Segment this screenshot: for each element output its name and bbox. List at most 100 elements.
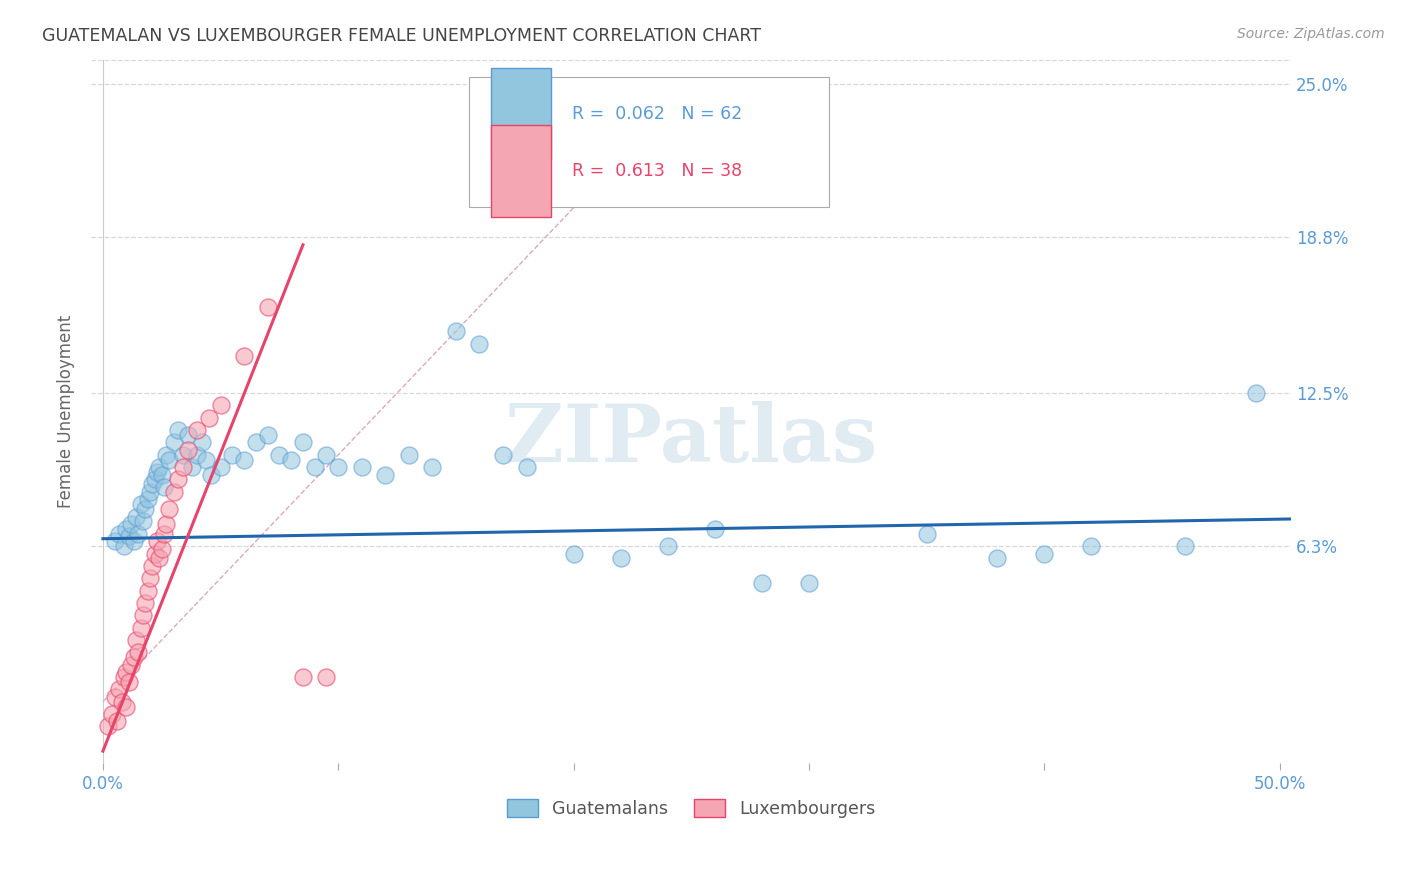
Point <box>143 547 166 561</box>
Point <box>256 300 278 314</box>
Point <box>115 699 138 714</box>
Point <box>139 484 162 499</box>
Point <box>609 551 631 566</box>
Point <box>132 515 155 529</box>
Point <box>186 423 208 437</box>
Point <box>172 460 194 475</box>
Point <box>198 410 221 425</box>
Point <box>141 558 163 573</box>
Point <box>127 526 149 541</box>
Point <box>176 442 198 457</box>
Point <box>157 502 180 516</box>
Point <box>136 583 159 598</box>
Text: R =  0.062   N = 62: R = 0.062 N = 62 <box>572 104 742 123</box>
Point <box>657 539 679 553</box>
Point <box>108 526 131 541</box>
Point <box>422 460 444 475</box>
Point <box>245 435 267 450</box>
Point <box>751 576 773 591</box>
Point <box>280 452 302 467</box>
Point <box>125 632 148 647</box>
Point <box>181 460 204 475</box>
Point <box>233 349 256 363</box>
Point <box>134 596 156 610</box>
Point <box>127 645 149 659</box>
Text: Source: ZipAtlas.com: Source: ZipAtlas.com <box>1237 27 1385 41</box>
Point <box>97 719 120 733</box>
Point <box>129 497 152 511</box>
Text: R =  0.613   N = 38: R = 0.613 N = 38 <box>572 162 742 180</box>
Point <box>120 516 142 531</box>
Point <box>118 675 141 690</box>
Point <box>155 516 177 531</box>
Point <box>176 428 198 442</box>
Point <box>468 336 491 351</box>
Point <box>122 650 145 665</box>
Point <box>104 690 127 704</box>
Point <box>148 460 170 475</box>
Point <box>797 576 820 591</box>
Point <box>167 423 190 437</box>
Point <box>141 477 163 491</box>
Point <box>108 682 131 697</box>
Point <box>118 529 141 543</box>
Point <box>172 448 194 462</box>
Point <box>115 665 138 679</box>
Point <box>1080 539 1102 553</box>
Point <box>256 428 278 442</box>
Point <box>492 448 515 462</box>
Point <box>112 539 135 553</box>
Point <box>398 448 420 462</box>
Point <box>186 448 208 462</box>
Point <box>122 534 145 549</box>
Point <box>915 526 938 541</box>
Point <box>233 452 256 467</box>
Point <box>190 435 212 450</box>
Point <box>104 534 127 549</box>
Point <box>150 541 173 556</box>
FancyBboxPatch shape <box>491 125 551 217</box>
Point <box>153 480 176 494</box>
Point <box>132 608 155 623</box>
Point <box>291 435 314 450</box>
FancyBboxPatch shape <box>470 78 830 208</box>
Text: ZIPatlas: ZIPatlas <box>505 401 877 479</box>
Point <box>105 714 128 729</box>
Point <box>221 448 243 462</box>
Point <box>111 695 134 709</box>
Point <box>153 526 176 541</box>
Point <box>703 522 725 536</box>
Point <box>167 473 190 487</box>
Point <box>146 534 169 549</box>
Point <box>146 465 169 479</box>
Point <box>101 707 124 722</box>
Point <box>328 460 350 475</box>
Point <box>986 551 1008 566</box>
Point <box>1033 547 1056 561</box>
Point <box>148 551 170 566</box>
Point <box>155 448 177 462</box>
Point <box>157 452 180 467</box>
Point <box>1244 386 1267 401</box>
Point <box>136 492 159 507</box>
Point <box>150 467 173 482</box>
Point <box>162 484 184 499</box>
Point <box>1174 539 1197 553</box>
Point <box>162 435 184 450</box>
Point <box>139 571 162 585</box>
Point <box>200 467 222 482</box>
FancyBboxPatch shape <box>491 68 551 160</box>
Point <box>304 460 326 475</box>
Point <box>315 448 337 462</box>
Point <box>515 460 537 475</box>
Point <box>120 657 142 672</box>
Point <box>209 398 232 412</box>
Point <box>115 522 138 536</box>
Point <box>291 670 314 684</box>
Point <box>129 621 152 635</box>
Point <box>125 509 148 524</box>
Text: GUATEMALAN VS LUXEMBOURGER FEMALE UNEMPLOYMENT CORRELATION CHART: GUATEMALAN VS LUXEMBOURGER FEMALE UNEMPL… <box>42 27 761 45</box>
Point <box>195 452 218 467</box>
Point <box>134 502 156 516</box>
Legend: Guatemalans, Luxembourgers: Guatemalans, Luxembourgers <box>501 792 883 825</box>
